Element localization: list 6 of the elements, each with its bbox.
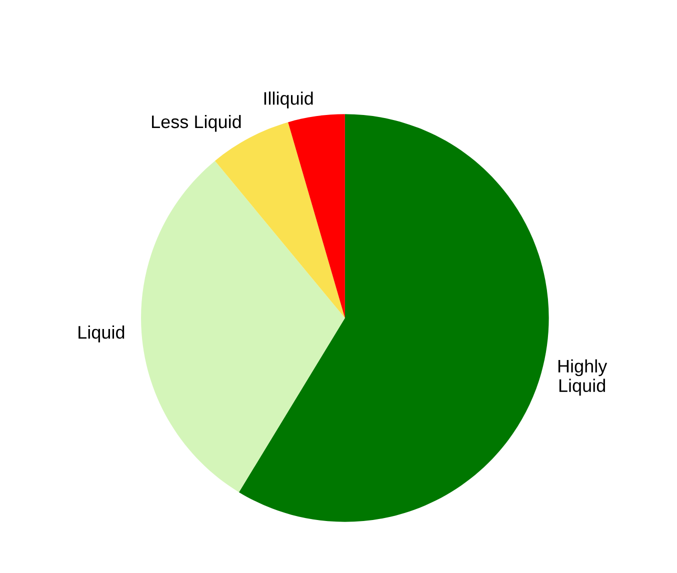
slice-label: Illiquid: [264, 92, 313, 108]
slice-label: Less Liquid: [152, 114, 241, 132]
pie-slice: [288, 114, 345, 318]
pie-slice: [141, 160, 345, 492]
slice-label: Highly Liquid: [558, 359, 608, 396]
slice-label: Liquid: [78, 326, 124, 342]
